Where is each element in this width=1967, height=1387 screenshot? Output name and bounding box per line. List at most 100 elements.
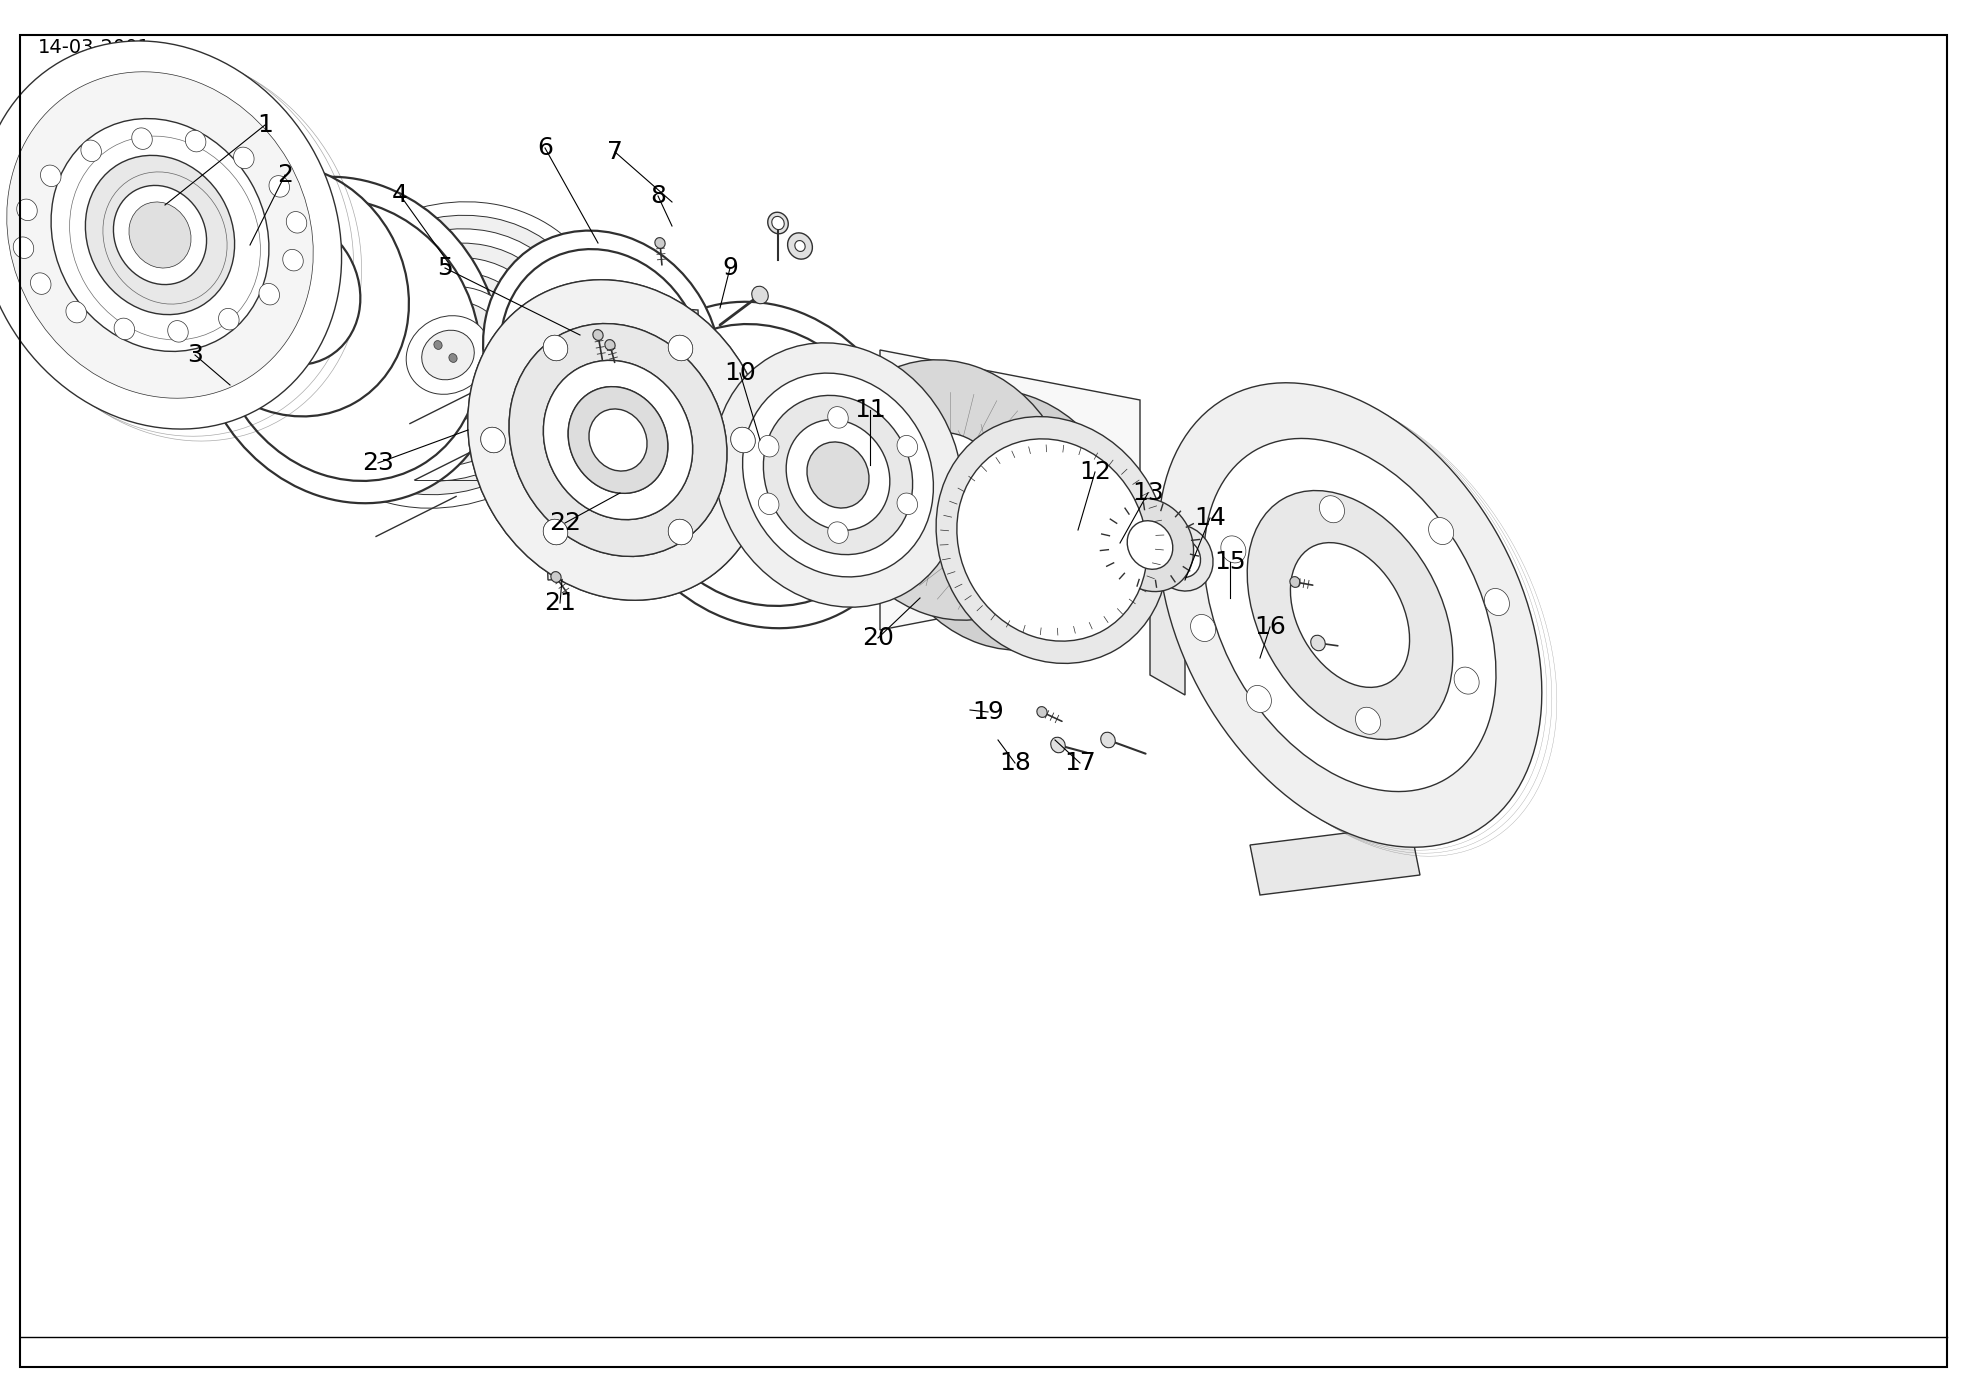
Ellipse shape	[468, 280, 769, 601]
Ellipse shape	[328, 243, 566, 467]
Ellipse shape	[67, 301, 87, 323]
Ellipse shape	[806, 442, 869, 508]
Ellipse shape	[744, 373, 934, 577]
Ellipse shape	[1204, 438, 1497, 792]
Text: 16: 16	[1255, 614, 1286, 639]
Ellipse shape	[130, 203, 191, 268]
Ellipse shape	[31, 273, 51, 294]
Ellipse shape	[669, 519, 692, 545]
Ellipse shape	[51, 118, 269, 351]
Text: 14: 14	[1194, 506, 1225, 530]
Text: 19: 19	[972, 700, 1003, 724]
Ellipse shape	[956, 438, 1147, 641]
Polygon shape	[879, 350, 1141, 630]
Text: 7: 7	[608, 140, 624, 164]
Text: 2: 2	[277, 164, 293, 187]
Ellipse shape	[1105, 498, 1194, 592]
Ellipse shape	[114, 318, 134, 340]
Ellipse shape	[480, 427, 506, 452]
Polygon shape	[539, 300, 708, 580]
Ellipse shape	[1127, 520, 1172, 569]
Ellipse shape	[260, 283, 279, 305]
Ellipse shape	[897, 492, 917, 515]
Ellipse shape	[543, 361, 692, 520]
Ellipse shape	[81, 140, 102, 161]
Ellipse shape	[606, 340, 616, 351]
Ellipse shape	[435, 341, 443, 350]
Ellipse shape	[1454, 667, 1479, 694]
Text: 6: 6	[537, 136, 553, 160]
Ellipse shape	[85, 155, 234, 315]
Ellipse shape	[167, 320, 189, 343]
Ellipse shape	[669, 519, 692, 545]
Ellipse shape	[1037, 706, 1046, 717]
Ellipse shape	[0, 42, 342, 429]
Ellipse shape	[216, 200, 480, 481]
Ellipse shape	[952, 463, 1058, 577]
Ellipse shape	[568, 387, 669, 494]
Text: 17: 17	[1064, 750, 1096, 775]
Text: 15: 15	[1214, 551, 1245, 574]
Ellipse shape	[285, 201, 612, 508]
Ellipse shape	[185, 130, 207, 151]
Ellipse shape	[897, 433, 1003, 548]
Ellipse shape	[1290, 577, 1300, 587]
Ellipse shape	[763, 395, 913, 555]
Ellipse shape	[376, 287, 521, 423]
Text: 9: 9	[722, 257, 738, 280]
Ellipse shape	[543, 361, 692, 520]
Text: 21: 21	[545, 591, 576, 614]
Ellipse shape	[787, 420, 889, 530]
Ellipse shape	[1050, 738, 1066, 753]
Ellipse shape	[732, 427, 755, 452]
Ellipse shape	[543, 336, 568, 361]
Ellipse shape	[6, 72, 313, 398]
Ellipse shape	[269, 176, 289, 197]
Ellipse shape	[669, 336, 692, 361]
Ellipse shape	[484, 230, 722, 484]
Ellipse shape	[543, 336, 568, 361]
Ellipse shape	[592, 330, 604, 340]
Ellipse shape	[883, 390, 1127, 651]
Ellipse shape	[543, 519, 568, 545]
Ellipse shape	[468, 280, 769, 601]
Ellipse shape	[195, 176, 502, 503]
Ellipse shape	[828, 406, 848, 429]
Text: 14-03-2001: 14-03-2001	[37, 37, 151, 57]
Ellipse shape	[543, 519, 568, 545]
Ellipse shape	[299, 215, 596, 495]
Text: 22: 22	[549, 510, 580, 535]
Ellipse shape	[1290, 542, 1410, 688]
Ellipse shape	[551, 571, 561, 583]
Ellipse shape	[1310, 635, 1326, 651]
Ellipse shape	[828, 522, 848, 544]
Ellipse shape	[1428, 517, 1454, 545]
Ellipse shape	[171, 164, 409, 416]
Text: 18: 18	[999, 750, 1031, 775]
Ellipse shape	[421, 330, 474, 380]
Ellipse shape	[568, 387, 669, 494]
Ellipse shape	[360, 272, 537, 438]
Ellipse shape	[287, 212, 307, 233]
Polygon shape	[1249, 825, 1420, 895]
Text: 5: 5	[437, 257, 452, 280]
Ellipse shape	[114, 186, 207, 284]
Ellipse shape	[220, 215, 360, 365]
Ellipse shape	[1102, 732, 1115, 748]
Ellipse shape	[714, 343, 962, 608]
Ellipse shape	[1222, 535, 1245, 563]
Ellipse shape	[1355, 707, 1381, 734]
Ellipse shape	[795, 240, 805, 251]
Ellipse shape	[1162, 538, 1200, 577]
Ellipse shape	[283, 250, 303, 270]
Text: 1: 1	[258, 112, 273, 137]
Ellipse shape	[759, 436, 779, 456]
Text: 12: 12	[1080, 460, 1111, 484]
Ellipse shape	[509, 323, 728, 556]
Ellipse shape	[1485, 588, 1509, 616]
Ellipse shape	[132, 128, 151, 150]
Ellipse shape	[732, 427, 755, 452]
Ellipse shape	[41, 165, 61, 187]
Ellipse shape	[751, 286, 769, 304]
Ellipse shape	[655, 237, 665, 248]
